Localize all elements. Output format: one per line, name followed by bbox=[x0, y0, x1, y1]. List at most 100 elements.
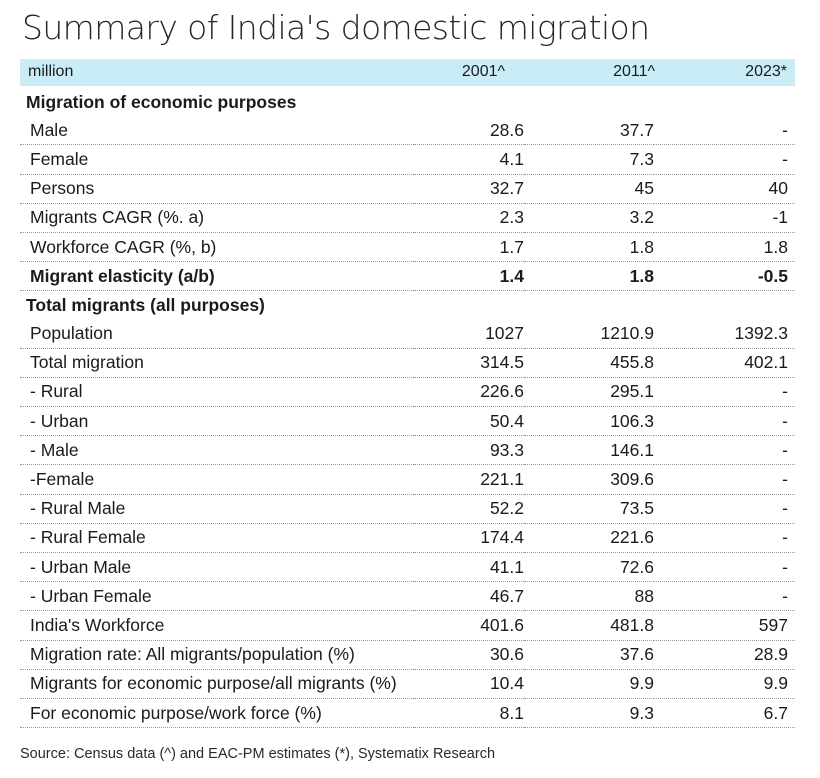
migration-table: Migration of economic purposes Male 28.6 37… bbox=[20, 88, 795, 729]
row-label: Male bbox=[20, 116, 414, 146]
cell-2023: - bbox=[654, 523, 795, 554]
cell-2023: -0.5 bbox=[654, 261, 795, 292]
row-label: India's Workforce bbox=[20, 610, 414, 641]
table-header: million 2001^ 2011^ 2023* bbox=[20, 59, 795, 86]
cell-2001: 46.7 bbox=[414, 581, 524, 612]
table-row: Migrant elasticity (a/b) 1.4 1.8 -0.5 bbox=[20, 261, 795, 292]
table-row: For economic purpose/work force (%) 8.1 9.… bbox=[20, 698, 795, 729]
cell-2001: 221.1 bbox=[414, 464, 524, 495]
cell-2023: 597 bbox=[654, 610, 795, 641]
row-label: Migrants for economic purpose/all migran… bbox=[20, 669, 414, 699]
row-label: For economic purpose/work force (%) bbox=[20, 698, 414, 729]
cell-2001: 4.1 bbox=[414, 144, 524, 175]
row-label: - Urban Male bbox=[20, 552, 414, 583]
table-row: Population 1027 1210.9 1392.3 bbox=[20, 319, 795, 349]
table-row: Migrants for economic purpose/all migran… bbox=[20, 669, 795, 699]
row-label: Population bbox=[20, 319, 414, 349]
header-2011: 2011^ bbox=[613, 63, 655, 80]
row-label: -Female bbox=[20, 464, 414, 495]
header-2023: 2023* bbox=[745, 63, 787, 80]
source-note: Source: Census data (^) and EAC-PM estim… bbox=[20, 746, 496, 762]
cell-2001: 28.6 bbox=[414, 116, 524, 146]
cell-2001: 2.3 bbox=[414, 203, 524, 233]
cell-2023: - bbox=[654, 116, 795, 146]
table-row: - Rural 226.6 295.1- bbox=[20, 377, 795, 408]
table-row: - Rural Female 174.4 221.6- bbox=[20, 523, 795, 554]
row-label: Total migration bbox=[20, 348, 414, 378]
cell-2023: 28.9 bbox=[654, 640, 795, 670]
row-label: Persons bbox=[20, 174, 414, 204]
cell-2023: 402.1 bbox=[654, 348, 795, 378]
cell-2001: 1.4 bbox=[414, 261, 524, 292]
cell-2023: - bbox=[654, 435, 795, 466]
row-label: Migration of economic purposes bbox=[26, 91, 297, 112]
cell-2001: 1027 bbox=[414, 319, 524, 349]
cell-2023: - bbox=[654, 406, 795, 437]
cell-2011: 45 bbox=[524, 174, 654, 204]
table-row: Migration rate: All migrants/population … bbox=[20, 640, 795, 670]
row-label: Workforce CAGR (%, b) bbox=[20, 232, 414, 263]
cell-2011: 295.1 bbox=[524, 377, 654, 408]
cell-2011: 455.8 bbox=[524, 348, 654, 378]
row-label: - Rural Male bbox=[20, 494, 414, 524]
cell-2001: 30.6 bbox=[414, 640, 524, 670]
cell-2001: 174.4 bbox=[414, 523, 524, 554]
table-row: - Male 93.3 146.1- bbox=[20, 435, 795, 466]
cell-2011: 221.6 bbox=[524, 523, 654, 554]
row-label: Total migrants (all purposes) bbox=[26, 294, 265, 315]
table-row: - Urban Female 46.7 88- bbox=[20, 581, 795, 612]
cell-2011: 1210.9 bbox=[524, 319, 654, 349]
cell-2001: 32.7 bbox=[414, 174, 524, 204]
cell-2001: 401.6 bbox=[414, 610, 524, 641]
row-label: Migrant elasticity (a/b) bbox=[20, 261, 414, 292]
table-row: -Female 221.1 309.6- bbox=[20, 464, 795, 495]
cell-2023: 9.9 bbox=[654, 669, 795, 699]
cell-2001: 1.7 bbox=[414, 232, 524, 263]
cell-2011: 37.6 bbox=[524, 640, 654, 670]
cell-2011: 3.2 bbox=[524, 203, 654, 233]
row-label: Migrants CAGR (%. a) bbox=[20, 203, 414, 233]
table-row: Total migration 314.5 455.8 402.1 bbox=[20, 348, 795, 378]
cell-2011: 88 bbox=[524, 581, 654, 612]
cell-2011: 73.5 bbox=[524, 494, 654, 524]
cell-2023: 1392.3 bbox=[654, 319, 795, 349]
cell-2001: 52.2 bbox=[414, 494, 524, 524]
cell-2023: - bbox=[654, 581, 795, 612]
cell-2023: -1 bbox=[654, 203, 795, 233]
cell-2023: 1.8 bbox=[654, 232, 795, 263]
table-row: Female 4.1 7.3- bbox=[20, 144, 795, 175]
cell-2023: - bbox=[654, 144, 795, 175]
cell-2001: 226.6 bbox=[414, 377, 524, 408]
table-row: Workforce CAGR (%, b) 1.7 1.8 1.8 bbox=[20, 232, 795, 263]
row-label: - Urban Female bbox=[20, 581, 414, 612]
cell-2011: 481.8 bbox=[524, 610, 654, 641]
cell-2011: 146.1 bbox=[524, 435, 654, 466]
page-title: Summary of India's domestic migration bbox=[22, 8, 650, 47]
cell-2011: 309.6 bbox=[524, 464, 654, 495]
cell-2011: 9.9 bbox=[524, 669, 654, 699]
cell-2023: - bbox=[654, 494, 795, 524]
cell-2001: 10.4 bbox=[414, 669, 524, 699]
table-row: - Urban 50.4 106.3- bbox=[20, 406, 795, 437]
row-label: - Male bbox=[20, 435, 414, 466]
cell-2011: 1.8 bbox=[524, 232, 654, 263]
cell-2023: 6.7 bbox=[654, 698, 795, 729]
row-label: - Urban bbox=[20, 406, 414, 437]
cell-2001: 41.1 bbox=[414, 552, 524, 583]
cell-2011: 9.3 bbox=[524, 698, 654, 729]
row-label: - Rural bbox=[20, 377, 414, 408]
table-row: - Urban Male 41.1 72.6- bbox=[20, 552, 795, 583]
cell-2023: 40 bbox=[654, 174, 795, 204]
row-label: Female bbox=[20, 144, 414, 175]
cell-2023: - bbox=[654, 377, 795, 408]
unit-label: million bbox=[28, 63, 74, 80]
cell-2011: 72.6 bbox=[524, 552, 654, 583]
table-row: India's Workforce 401.6 481.8 597 bbox=[20, 610, 795, 641]
section-header-row: Migration of economic purposes bbox=[20, 88, 795, 116]
header-2001: 2001^ bbox=[461, 63, 505, 80]
section-header-row: Total migrants (all purposes) bbox=[20, 291, 795, 320]
table-row: Male 28.6 37.7- bbox=[20, 116, 795, 146]
cell-2023: - bbox=[654, 552, 795, 583]
cell-2001: 93.3 bbox=[414, 435, 524, 466]
